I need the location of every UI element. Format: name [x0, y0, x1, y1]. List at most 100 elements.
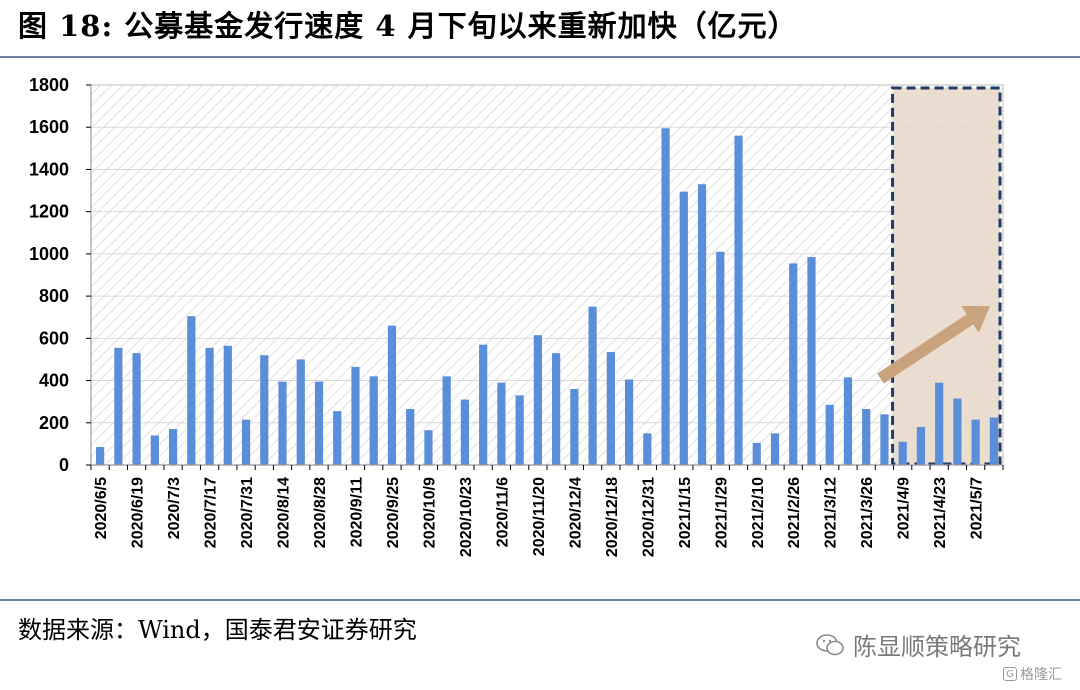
bar-2020/9/11: [351, 366, 360, 465]
x-tick-label: 2021/3/12: [823, 477, 840, 548]
x-tick-label: 2020/10/9: [421, 477, 438, 548]
x-tick-label: 2021/2/26: [786, 477, 803, 548]
bar-2021/2/26: [789, 263, 798, 465]
bar-2020/11/27: [552, 353, 561, 465]
y-tick-label: 1600: [29, 117, 69, 137]
bar-2020/6/19: [132, 353, 141, 465]
bar-2020/9/4: [333, 411, 342, 465]
gelonghui-logo-icon: G: [1003, 667, 1017, 681]
watermark-text: 陈显顺策略研究: [853, 633, 1021, 661]
trend-arrow-shaft: [877, 314, 974, 384]
x-tick-label: 2020/6/19: [130, 477, 147, 548]
bar-2020/6/5: [96, 447, 105, 465]
y-tick-label: 1200: [29, 202, 69, 222]
x-tick-label: 2020/7/3: [166, 477, 183, 539]
gelonghui-watermark: G 格隆汇: [1003, 664, 1062, 684]
bar-2021/5/7: [971, 419, 980, 465]
bar-2021/5/14: [989, 417, 998, 465]
y-tick-label: 1800: [29, 75, 69, 95]
bar-chart: 0 200 400 600 800 1000 1200 1400 1600 1800 2020/6…: [29, 75, 1004, 557]
wechat-icon: [816, 633, 844, 655]
bar-2021/1/22: [697, 184, 707, 465]
bar-2020/10/9: [424, 430, 433, 465]
bar-2020/11/6: [497, 382, 506, 465]
x-tick-label: 2021/5/7: [969, 477, 986, 539]
gelonghui-text: 格隆汇: [1020, 667, 1062, 683]
x-tick-label: 2021/4/23: [932, 477, 949, 548]
bar-2021/1/15: [679, 191, 688, 465]
x-tick-label: 2020/10/23: [458, 477, 475, 557]
x-tick-label: 2021/1/15: [677, 477, 694, 548]
bar-2020/7/17: [205, 347, 214, 465]
y-tick-label: 800: [39, 286, 69, 306]
bar-2020/12/11: [588, 306, 597, 465]
bar-2021/3/5: [807, 257, 816, 465]
x-tick-label: 2020/12/4: [567, 477, 584, 548]
x-tick-label: 2020/12/31: [640, 477, 657, 557]
bar-2021/2/10: [752, 442, 761, 465]
bar-2021/3/26: [862, 409, 871, 465]
x-tick-label: 2021/3/26: [859, 477, 876, 548]
title-rule: [0, 56, 1080, 58]
highlight-border: [891, 86, 1002, 466]
bar-2020/12/25: [624, 379, 634, 465]
bar-2020/11/20: [533, 335, 542, 465]
bar-2020/10/23: [460, 399, 470, 465]
x-tick-label: 2021/2/10: [750, 477, 767, 548]
y-tick-label: 0: [59, 455, 69, 475]
x-tick-label: 2021/1/29: [713, 477, 730, 548]
y-tick-label: 1400: [29, 159, 69, 179]
bar-2021/4/16: [916, 427, 926, 465]
bar-2020/9/25: [387, 325, 397, 465]
bar-2020/7/24: [223, 345, 232, 465]
bar-2021/4/2: [880, 414, 889, 465]
bar-2021/4/9: [898, 441, 907, 465]
x-tick-label: 2020/8/28: [312, 477, 329, 548]
bar-2020/6/12: [114, 347, 123, 465]
x-tick-label: 2020/7/17: [203, 477, 220, 548]
bar-2021/4/30: [953, 398, 962, 465]
bar-2021/1/8: [661, 128, 670, 465]
bar-2020/10/16: [442, 376, 451, 465]
y-tick-label: 200: [39, 413, 69, 433]
watermark: 陈显顺策略研究: [815, 627, 1021, 662]
bar-2020/8/7: [260, 355, 269, 465]
bar-2020/12/18: [606, 352, 615, 465]
bar-2021/3/12: [825, 404, 834, 465]
bar-2020/11/13: [515, 395, 524, 465]
x-tick-label: 2020/11/20: [531, 477, 548, 556]
bar-2020/7/10: [187, 316, 196, 465]
bar-2020/9/18: [369, 376, 378, 465]
y-tick-label: 600: [39, 328, 69, 348]
bar-2021/1/29: [716, 251, 725, 465]
bar-2020/7/31: [241, 419, 251, 465]
x-tick-label: 2020/9/25: [385, 477, 402, 548]
bar-2021/2/5: [734, 135, 743, 465]
bar-2021/2/19: [770, 433, 780, 465]
bar-2020/8/28: [314, 381, 324, 465]
bar-2020/6/26: [150, 435, 159, 465]
x-tick-label: 2020/12/18: [604, 477, 621, 557]
bar-2020/8/14: [278, 381, 287, 465]
bar-2020/8/21: [296, 359, 305, 465]
y-tick-label: 400: [39, 371, 69, 391]
bar-2020/7/3: [168, 429, 178, 465]
x-tick-label: 2020/6/5: [93, 477, 110, 539]
x-tick-label: 2020/11/6: [494, 477, 511, 547]
page-title: 图 18: 公募基金发行速度 4 月下旬以来重新加快（亿元）: [18, 9, 798, 43]
highlight-region: [892, 88, 1000, 464]
bar-2020/12/31: [643, 433, 652, 465]
bar-2020/10/2: [406, 409, 415, 465]
bar-2020/12/4: [570, 389, 579, 465]
y-tick-label: 1000: [29, 244, 69, 264]
x-tick-label: 2021/4/9: [896, 477, 913, 539]
trend-arrow-head: [961, 306, 990, 333]
source-note: 数据来源：Wind，国泰君安证券研究: [18, 616, 417, 644]
bar-2021/3/19: [843, 377, 853, 465]
x-tick-label: 2020/8/14: [276, 477, 293, 548]
footer-rule: [0, 599, 1080, 601]
x-tick-label: 2020/7/31: [239, 477, 256, 548]
bar-2021/4/23: [935, 382, 944, 465]
bar-2020/10/30: [479, 344, 488, 465]
x-tick-label: 2020/9/11: [348, 477, 365, 547]
